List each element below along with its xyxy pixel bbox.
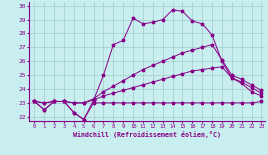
- X-axis label: Windchill (Refroidissement éolien,°C): Windchill (Refroidissement éolien,°C): [73, 131, 221, 138]
